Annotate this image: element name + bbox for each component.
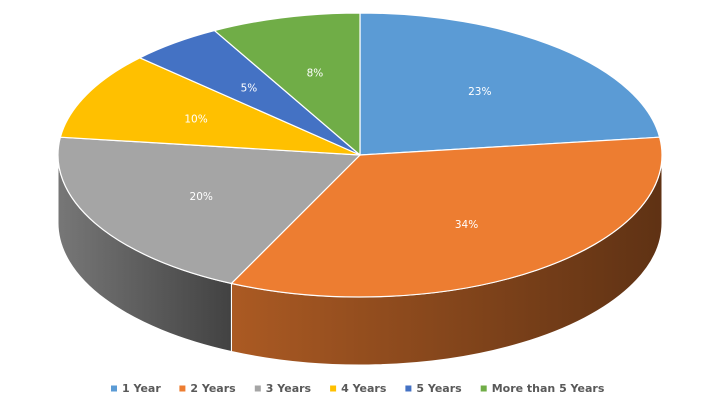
pie-slice-1-year bbox=[359, 12, 661, 156]
legend-swatch-5-years bbox=[405, 385, 412, 392]
legend-item-5-years: 5 Years bbox=[405, 382, 462, 395]
data-label-1-year: 23% bbox=[468, 86, 491, 98]
legend-swatch-4-years bbox=[330, 385, 337, 392]
legend-item-4-years: 4 Years bbox=[330, 382, 387, 395]
data-label-2-years: 34% bbox=[455, 219, 478, 231]
legend-label-2-years: 2 Years bbox=[190, 382, 236, 395]
legend-swatch-1-year bbox=[111, 385, 117, 392]
legend: 1 Year 2 Years 3 Years 4 Years 5 Years More t… bbox=[111, 382, 605, 395]
legend-swatch-2-years bbox=[179, 385, 186, 392]
pie-slice-more-than-5-years bbox=[213, 12, 361, 156]
data-label-4-years: 10% bbox=[184, 114, 207, 126]
legend-item-1-year: 1 Year bbox=[111, 382, 161, 395]
data-label-5-years: 5% bbox=[241, 83, 258, 95]
legend-label-more-than-5-years: More than 5 Years bbox=[492, 382, 605, 395]
data-label-3-years: 20% bbox=[190, 191, 213, 203]
legend-label-1-year: 1 Year bbox=[122, 382, 161, 395]
pie-slices bbox=[57, 12, 663, 298]
legend-item-3-years: 3 Years bbox=[254, 382, 312, 395]
pie-slice-4-years bbox=[59, 57, 361, 156]
legend-swatch-3-years bbox=[254, 385, 261, 392]
data-label-more-than-5-years: 8% bbox=[307, 68, 324, 80]
legend-label-5-years: 5 Years bbox=[416, 382, 462, 395]
legend-label-4-years: 4 Years bbox=[341, 382, 387, 395]
legend-item-more-than-5-years: More than 5 Years bbox=[480, 382, 605, 395]
legend-label-3-years: 3 Years bbox=[266, 382, 312, 395]
data-labels: 23% 34% 20% 10% 5% 8% bbox=[184, 68, 491, 231]
legend-swatch-more-than-5-years bbox=[480, 385, 487, 392]
legend-item-2-years: 2 Years bbox=[179, 382, 236, 395]
pie-slice-3-years bbox=[57, 136, 361, 285]
pie-slice-2-years bbox=[230, 136, 663, 298]
